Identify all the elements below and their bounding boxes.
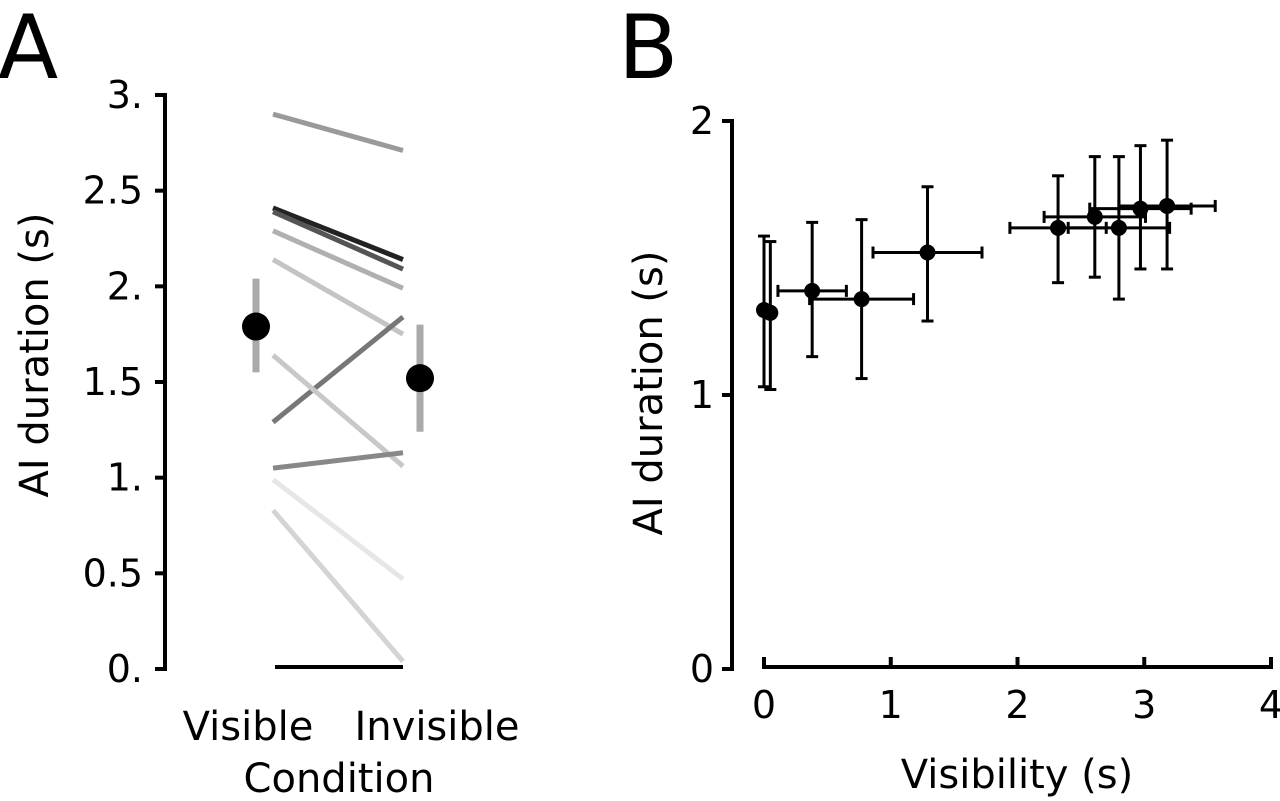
panel-a-subject-line <box>271 228 405 291</box>
panel-b-y-tick-label: 2 <box>690 99 714 143</box>
panel-a-x-label: Condition <box>244 756 435 801</box>
panel-b-letter: B <box>618 0 678 99</box>
panel-a-subject-line <box>271 315 405 425</box>
panel-b-points <box>756 138 1217 392</box>
panel-b-x-tick-label: 2 <box>1005 683 1029 727</box>
panel-a-subject-line <box>272 111 404 153</box>
panel-a-y-ticks: 0. 0.5 1. 1.5 2. 2.5 3. <box>83 73 167 691</box>
panel-b-data-point <box>762 304 779 321</box>
panel-a-y-tick-label: 0. <box>107 647 143 691</box>
panel-b-x-tick-label: 1 <box>879 683 903 727</box>
panel-a-subject-line <box>271 353 405 469</box>
panel-a-letter: A <box>0 0 58 99</box>
panel-b-y-tick-label: 0 <box>690 647 714 691</box>
panel-b-x-label: Visibility (s) <box>901 752 1133 798</box>
panel-a-subject-line <box>271 477 405 582</box>
panel-a-category-label: Visible <box>183 704 314 750</box>
panel-b-x-ticks: 0 1 2 3 4 <box>752 657 1280 727</box>
panel-a-subject-line <box>272 205 404 262</box>
panel-b-data-point <box>804 282 821 299</box>
panel-b-data-point <box>919 244 936 261</box>
panel-b-y-tick-label: 1 <box>690 373 714 417</box>
panel-a-subject-line <box>272 450 404 471</box>
panel-b-x-tick-label: 0 <box>752 683 776 727</box>
panel-a-subject-line <box>271 209 405 272</box>
panel-a-subject-lines <box>271 111 405 663</box>
panel-b-data-point <box>1050 219 1067 236</box>
panel-b-data-point <box>1110 219 1127 236</box>
panel-b: B 0 1 2 0 1 2 3 4 Visibility (s) AI duration (… <box>618 0 1280 798</box>
panel-a-y-label: AI duration (s) <box>12 213 58 498</box>
panel-a-means <box>242 278 434 432</box>
panel-b-data-point <box>1132 200 1149 217</box>
panel-b-data-point <box>853 291 870 308</box>
panel-a-y-tick-label: 1. <box>107 456 143 500</box>
panel-b-x-tick-label: 4 <box>1259 683 1280 727</box>
panel-b-data-point <box>1159 197 1176 214</box>
panel-b-x-tick-label: 3 <box>1132 683 1156 727</box>
panel-a-mean-point <box>242 312 270 341</box>
panel-a-subject-line <box>271 508 405 663</box>
panel-a: A 0. 0.5 1. 1.5 2. 2.5 3. Visible Invisible Co… <box>0 0 520 801</box>
panel-b-y-ticks: 0 1 2 <box>690 99 734 691</box>
panel-a-y-tick-label: 2.5 <box>83 169 143 213</box>
panel-b-y-label: AI duration (s) <box>626 251 672 536</box>
panel-a-y-tick-label: 2. <box>107 264 143 308</box>
panel-a-category-label: Invisible <box>355 704 520 750</box>
panel-a-y-tick-label: 0.5 <box>83 551 143 595</box>
panel-a-y-tick-label: 3. <box>107 73 143 117</box>
panel-a-mean-point <box>406 364 434 393</box>
panel-a-subject-line <box>271 257 405 337</box>
panel-a-y-tick-label: 1.5 <box>83 360 143 404</box>
